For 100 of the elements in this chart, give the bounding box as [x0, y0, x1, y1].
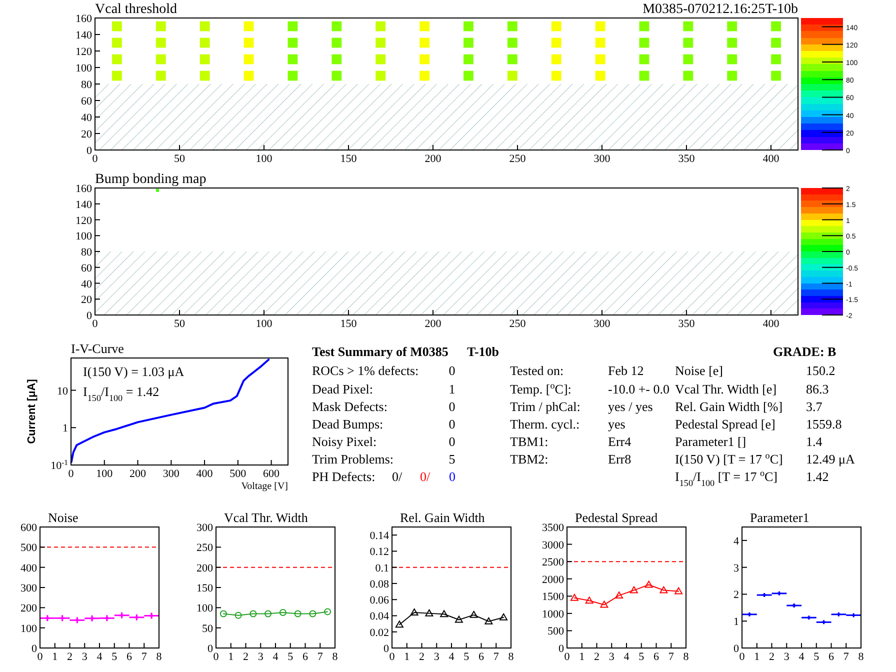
x-tick-label: 8 — [683, 651, 690, 663]
y-tick-label: 140 — [76, 30, 92, 42]
point — [410, 608, 418, 616]
text: 1 — [448, 382, 456, 396]
y-tick-label: 150 — [196, 582, 214, 594]
chart-title: Noise — [48, 510, 79, 525]
chart-title: Vcal Thr. Width — [224, 510, 308, 525]
x-tick-label: 3 — [434, 651, 440, 663]
chart-title: Rel. Gain Width — [400, 510, 486, 525]
y-axis-title: Current [μA] — [26, 378, 38, 444]
y-tick-label: 0.06 — [370, 594, 390, 607]
x-tick-label: 250 — [509, 318, 526, 330]
x-tick-label: 2 — [769, 651, 774, 663]
text: Therm. cycl.: — [510, 416, 580, 432]
x-tick-label: 1 — [404, 651, 410, 663]
y-tick-label: 600 — [20, 522, 38, 534]
x-tick-label: 5 — [814, 651, 820, 663]
text: 1559.8 — [806, 416, 842, 432]
y-tick-label: 2 — [734, 589, 739, 602]
y-tick-label: 20 — [81, 128, 92, 140]
x-tick-label: 100 — [96, 468, 114, 480]
y-tick-label: 200 — [20, 602, 38, 615]
x-tick-label: 4 — [272, 651, 279, 663]
text: Noise [e] — [675, 363, 724, 378]
x-tick-label: 1 — [228, 651, 234, 663]
text: 0/ — [420, 469, 430, 484]
x-tick-label: 50 — [174, 153, 186, 165]
y-tick-label: 160 — [76, 13, 92, 25]
text: Err4 — [608, 434, 632, 449]
y-tick-label: 120 — [76, 214, 92, 227]
point — [644, 580, 653, 588]
point — [674, 587, 683, 594]
point — [470, 610, 478, 618]
y-tick-label: 300 — [20, 582, 38, 594]
point — [585, 596, 594, 604]
y-tick-label: 160 — [76, 183, 92, 195]
text: yes — [608, 416, 626, 432]
y-tick-label: 0 — [384, 643, 390, 655]
y-tick-label: 0.02 — [370, 626, 389, 639]
y-tick-label: 40 — [81, 112, 92, 124]
text: 1.4 — [806, 434, 823, 449]
text: Rel. Gain Width [%] — [675, 399, 783, 414]
y-tick-label: 0 — [558, 643, 564, 655]
y-tick-label: 100 — [76, 62, 92, 74]
y-tick-label: 80 — [81, 246, 92, 258]
y-tick-label: 50 — [202, 622, 214, 635]
x-tick-label: 2 — [594, 651, 600, 663]
x-tick-label: 5 — [638, 651, 645, 663]
text: Parameter1 [] — [675, 434, 746, 449]
x-tick-label: 5 — [288, 651, 294, 663]
x-tick-label: 300 — [162, 468, 180, 480]
text: Trim / phCal: — [510, 399, 580, 414]
text: 0 — [448, 434, 456, 449]
text: Test Summary of M0385 — [312, 344, 449, 359]
x-tick-label: 350 — [678, 153, 696, 165]
point — [454, 616, 463, 623]
y-tick-label: 1 — [62, 422, 68, 435]
x-tick-label: 7 — [493, 651, 500, 663]
y-tick-label: 3000 — [542, 539, 564, 552]
y-tick-label: 0.04 — [370, 610, 390, 623]
x-tick-label: 350 — [678, 318, 696, 330]
point — [570, 594, 578, 601]
x-tick-label: 400 — [762, 153, 780, 165]
x-tick-label: 100 — [256, 318, 273, 330]
y-tick-label: 0 — [32, 643, 38, 655]
point — [425, 609, 434, 616]
text: 3.7 — [806, 399, 823, 414]
text: T-10b — [467, 344, 500, 359]
y-tick-label: 0.12 — [370, 546, 389, 558]
point — [600, 600, 608, 608]
text: Err8 — [608, 452, 632, 466]
x-tick-label: 5 — [112, 651, 118, 663]
y-tick-label: 100 — [76, 230, 92, 243]
y-tick-label: 1500 — [542, 591, 564, 604]
x-tick-label: 150 — [340, 153, 358, 165]
y-tick-label: 20 — [81, 294, 92, 306]
y-tick-label: 3500 — [542, 522, 564, 534]
x-axis-title: Voltage [V] — [241, 481, 288, 492]
chart-title: I-V-Curve — [71, 341, 124, 356]
text: Vcal Thr. Width [e] — [675, 382, 777, 396]
text: Dead Bumps: — [312, 416, 384, 432]
x-tick-label: 250 — [509, 153, 526, 165]
text: 12.49 μA — [806, 452, 856, 466]
x-tick-label: 4 — [798, 651, 805, 663]
y-tick-label: 1 — [734, 616, 739, 628]
y-tick-label: 0.08 — [370, 578, 390, 590]
x-tick-label: 600 — [263, 468, 280, 480]
x-tick-label: 200 — [424, 318, 442, 330]
y-tick-label: 0.1 — [375, 562, 389, 574]
chart-title: Parameter1 — [750, 510, 810, 525]
x-tick-label: 8 — [858, 651, 864, 663]
y-tick-label: 100 — [196, 602, 214, 615]
text: 0 — [448, 416, 456, 432]
x-tick-label: 6 — [302, 651, 308, 663]
y-tick-label: 0 — [734, 643, 740, 655]
y-tick-label: 3 — [734, 562, 740, 574]
chart-title: Bump bonding map — [95, 172, 206, 187]
text: Dead Pixel: — [312, 382, 374, 396]
x-tick-label: 100 — [256, 153, 273, 165]
y-tick-label: 60 — [81, 96, 92, 108]
